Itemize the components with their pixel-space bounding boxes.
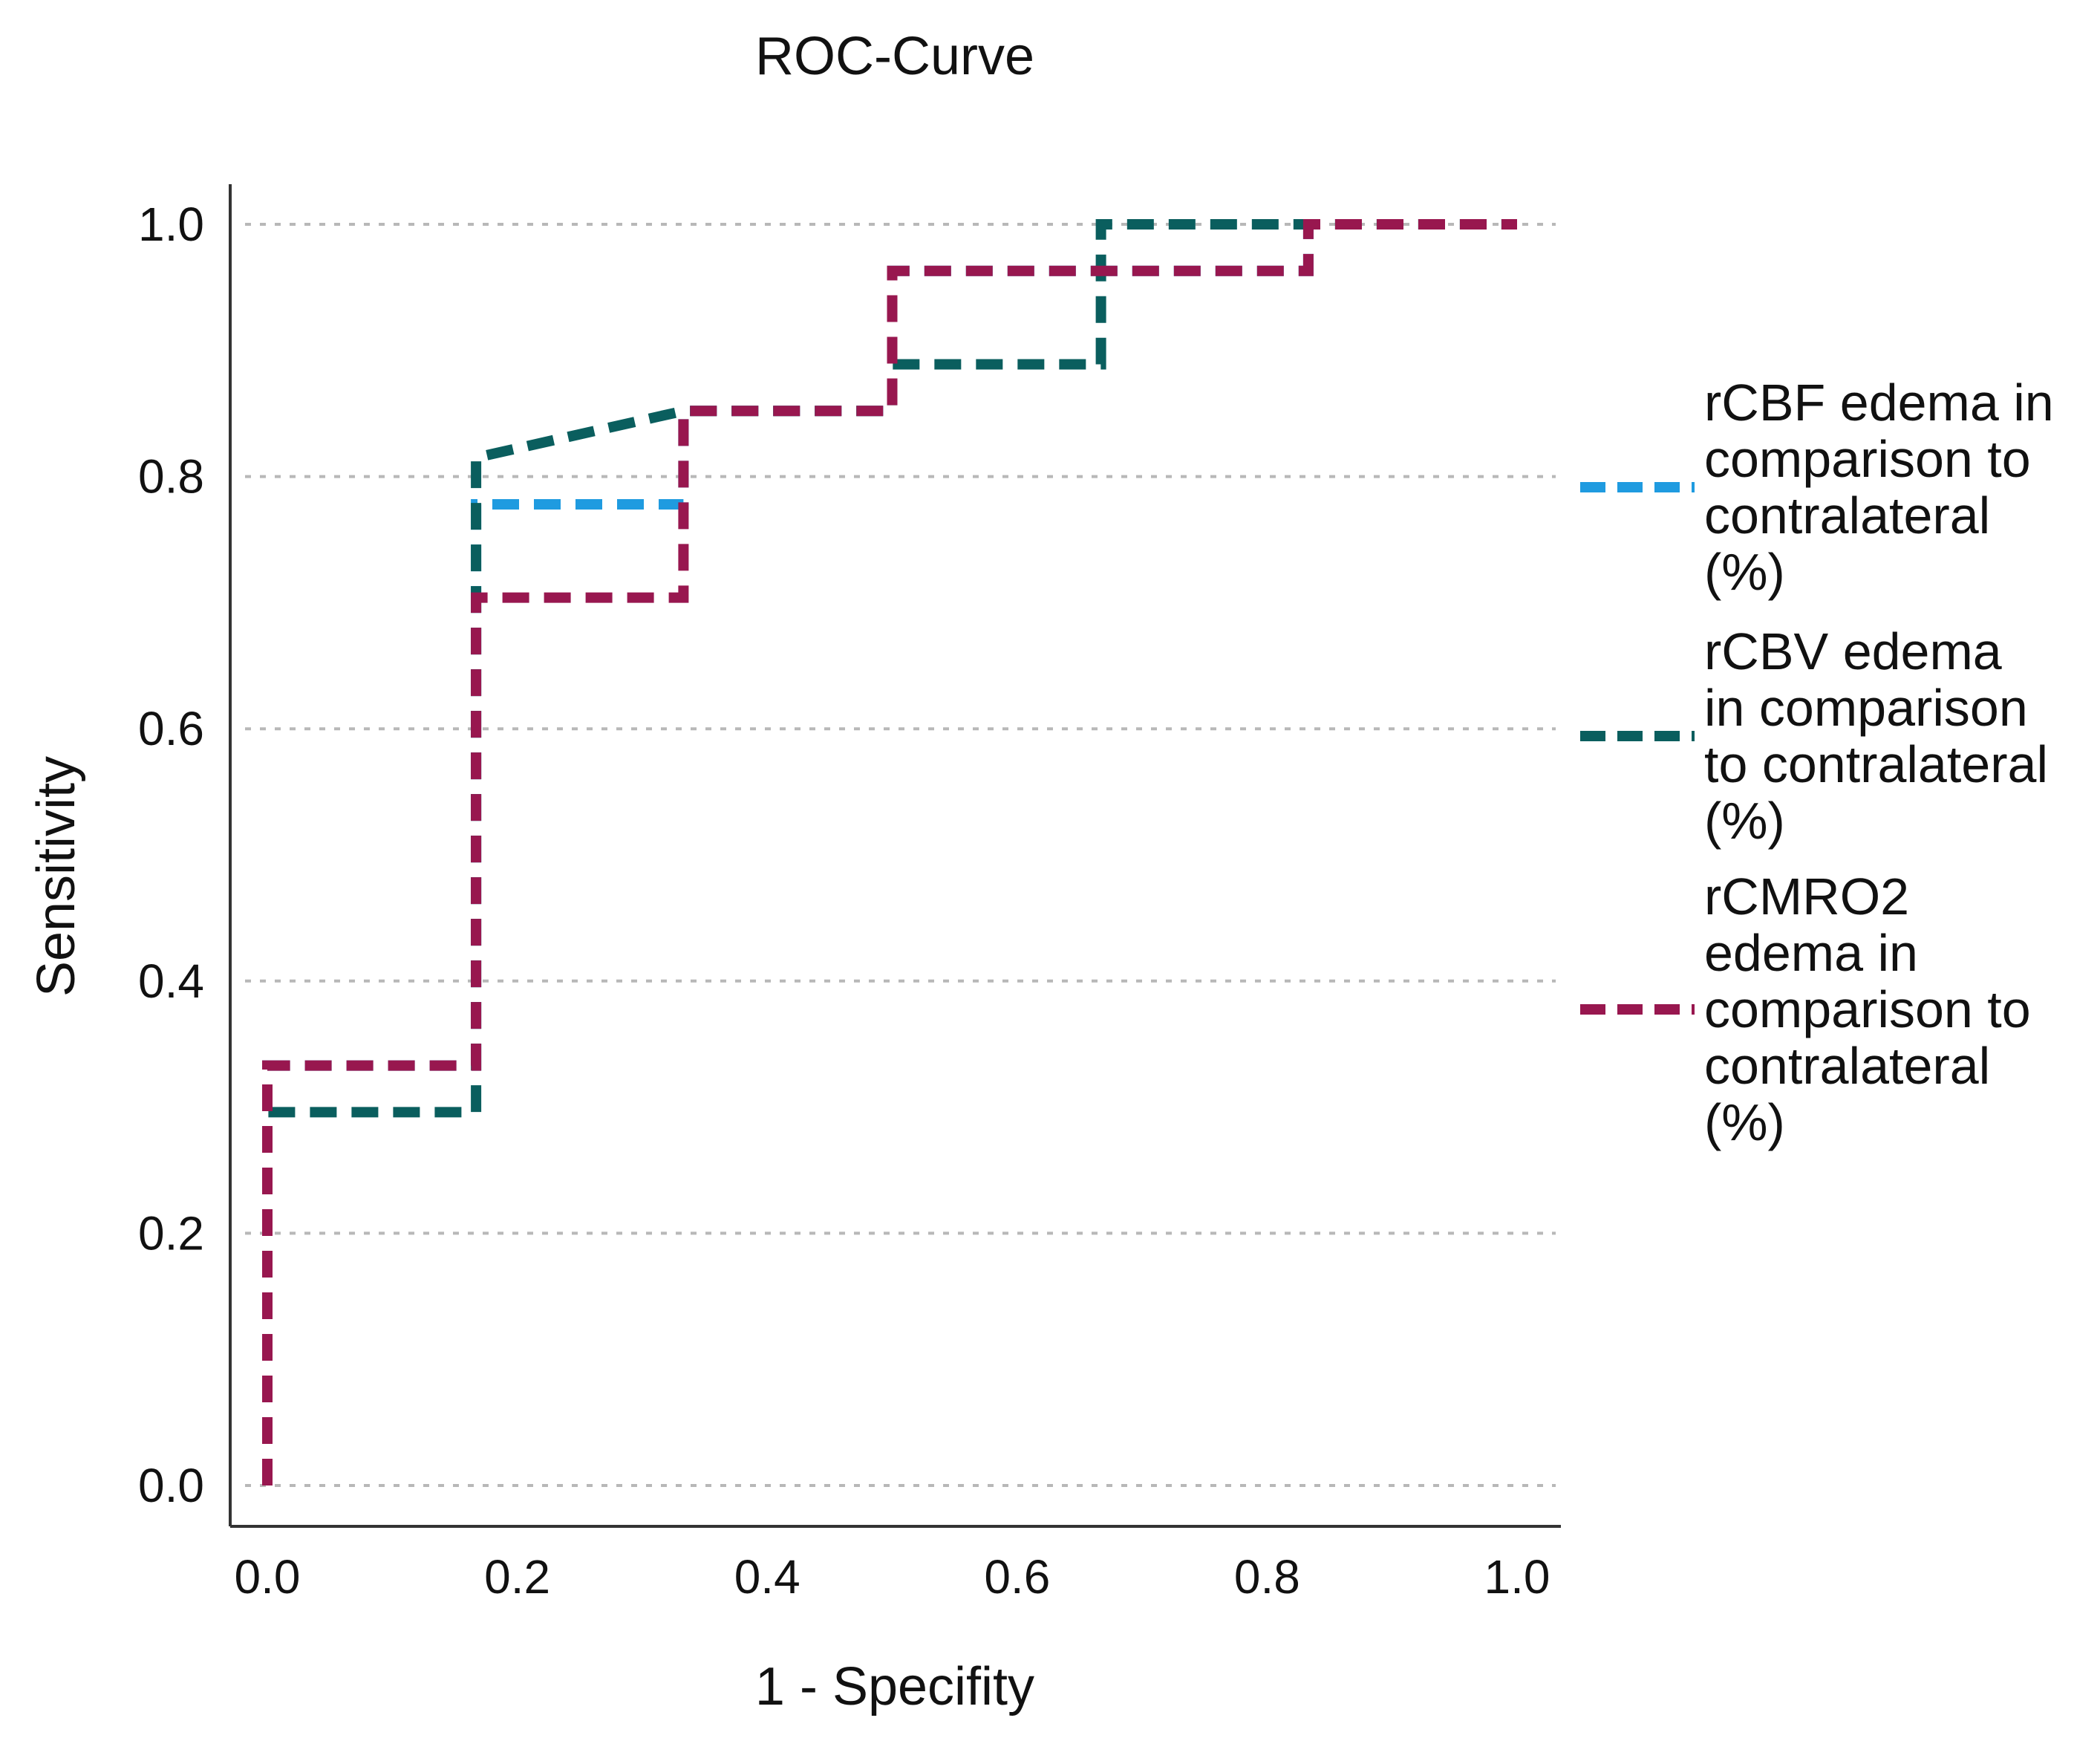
x-tick-label-4: 0.8 (1234, 1550, 1300, 1604)
series-layer (262, 219, 1517, 1485)
y-tick-label-2: 0.4 (138, 954, 204, 1008)
x-tick-labels: 0.0 0.2 0.4 0.6 0.8 1.0 (235, 1550, 1550, 1604)
y-tick-label-0: 0.0 (138, 1459, 204, 1512)
x-tick-label-2: 0.4 (734, 1550, 800, 1604)
series-line-2 (262, 219, 1517, 1485)
y-axis-label: Sensitivity (27, 756, 86, 997)
legend-label-2-line-0: rCMRO2 (1704, 868, 1909, 925)
y-tick-label-5: 1.0 (138, 198, 204, 251)
legend-label-1-line-0: rCBV edema (1704, 622, 2002, 680)
x-axis-label: 1 - Specifity (755, 1657, 1034, 1716)
x-tick-label-1: 0.2 (484, 1550, 550, 1604)
y-tick-label-1: 0.2 (138, 1206, 204, 1260)
legend-label-1-line-3: (%) (1704, 792, 1785, 850)
y-tick-label-3: 0.6 (138, 702, 204, 755)
legend-label-0-line-0: rCBF edema in (1704, 374, 2054, 432)
y-tick-label-4: 0.8 (138, 450, 204, 504)
x-tick-label-3: 0.6 (984, 1550, 1050, 1604)
legend-label-1-line-1: in comparison (1704, 679, 2028, 737)
legend-label-2-line-3: contralateral (1704, 1037, 1990, 1095)
y-tick-labels: 0.0 0.2 0.4 0.6 0.8 1.0 (138, 198, 204, 1512)
legend-label-2-line-2: comparison to (1704, 980, 2031, 1038)
legend-label-2-line-1: edema in (1704, 924, 1918, 982)
grid-lines (245, 223, 1556, 1487)
x-tick-label-5: 1.0 (1484, 1550, 1550, 1604)
legend-label-1-line-2: to contralateral (1704, 735, 2048, 793)
chart-title: ROC-Curve (755, 27, 1034, 86)
series-line-1 (262, 219, 1517, 1485)
legend-label-2-line-4: (%) (1704, 1093, 1785, 1151)
legend-label-0-line-2: contralateral (1704, 486, 1990, 544)
legend-label-0-line-1: comparison to (1704, 430, 2031, 488)
series-line-0 (262, 219, 1517, 1485)
legend-label-0-line-3: (%) (1704, 543, 1785, 601)
x-tick-label-0: 0.0 (235, 1550, 301, 1604)
